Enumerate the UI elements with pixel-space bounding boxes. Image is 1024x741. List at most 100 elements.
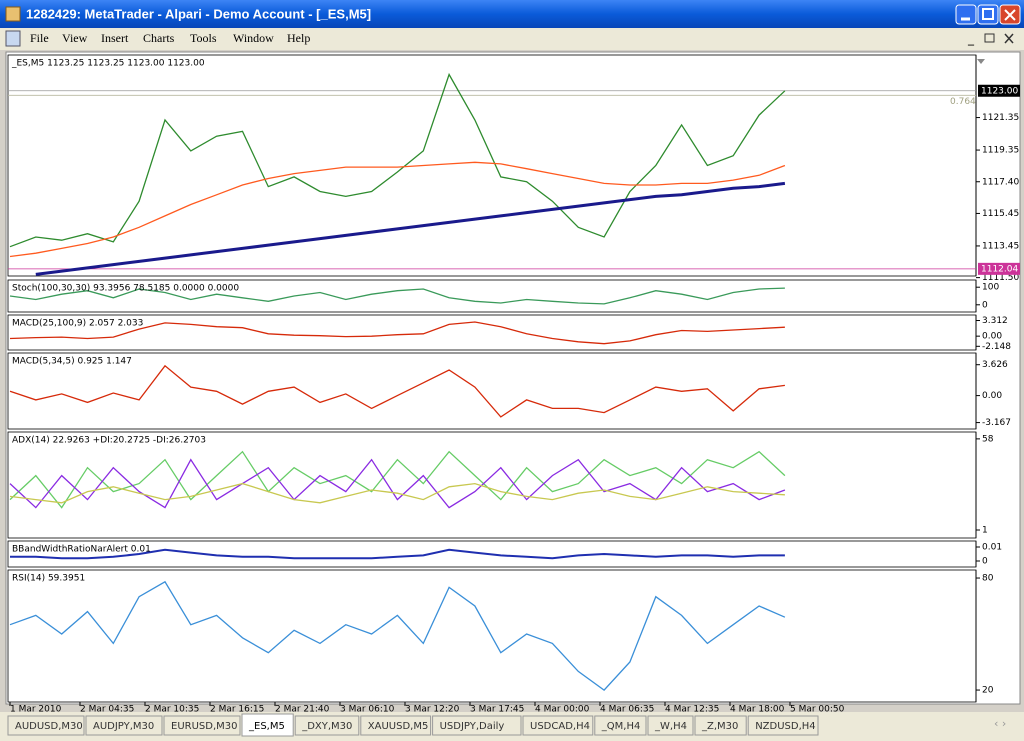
- app-icon: [5, 6, 21, 22]
- menu-item[interactable]: Help: [287, 31, 310, 45]
- menu-item[interactable]: Window: [233, 31, 274, 45]
- panel-label: _ES,M5 1123.25 1123.25 1123.00 1123.00: [11, 59, 205, 69]
- tab-label: USDCAD,H4: [530, 721, 590, 732]
- panel-label: RSI(14) 59.3951: [12, 574, 85, 584]
- panel-label: BBandWidthRatioNarAlert 0.01: [12, 545, 151, 555]
- tab-label: _ES,M5: [248, 721, 285, 732]
- y-tick-label: 1117.40: [982, 177, 1019, 187]
- series-line: [9, 72, 786, 248]
- tab-label: USDJPY,Daily: [440, 721, 505, 732]
- y-tick-label: 1113.45: [982, 241, 1019, 251]
- x-tick-label: 3 Mar 06:10: [340, 705, 395, 715]
- mdi-buttons: _: [967, 32, 1014, 46]
- y-tick-label: 3.626: [982, 360, 1008, 370]
- level-line-box: [978, 262, 1020, 275]
- x-tick-label: 2 Mar 10:35: [145, 705, 199, 715]
- y-tick-label: 0.01: [982, 543, 1002, 553]
- y-tick-label: 100: [982, 283, 999, 293]
- chart-area: [5, 51, 1021, 705]
- shift-marker: [977, 59, 985, 64]
- tab[interactable]: [647, 715, 694, 736]
- tab-label: _W,H4: [654, 721, 687, 732]
- price-line-box: [978, 84, 1020, 97]
- series-line: [10, 548, 785, 560]
- tab-label: _QM,H4: [601, 721, 641, 732]
- y-tick-label: 3.312: [982, 316, 1008, 326]
- tab[interactable]: [360, 715, 432, 736]
- x-tick-label: 3 Mar 12:20: [405, 705, 460, 715]
- series-line: [9, 364, 785, 418]
- y-tick-label: 0.00: [982, 332, 1002, 342]
- x-tick-label: 2 Mar 21:40: [275, 705, 330, 715]
- menu-item[interactable]: Tools: [190, 31, 217, 45]
- series-line: [9, 321, 785, 345]
- tab[interactable]: [522, 715, 594, 736]
- tab-label: AUDJPY,M30: [93, 721, 154, 732]
- y-tick-label: 80: [982, 574, 994, 584]
- menu-item[interactable]: File: [30, 31, 49, 45]
- menu-bar: [0, 28, 1024, 50]
- chart-icon: [5, 30, 21, 47]
- tab[interactable]: [294, 715, 360, 736]
- window-title: 1282429: MetaTrader - Alpari - Demo Acco…: [26, 6, 371, 21]
- level-line-label: 1112.04: [981, 264, 1018, 274]
- y-tick-label: 0: [982, 300, 988, 310]
- y-tick-label: 20: [982, 686, 994, 696]
- y-tick-label: 1119.35: [982, 146, 1019, 156]
- y-tick-label: 0: [982, 556, 988, 566]
- y-tick-label: 1: [982, 526, 988, 536]
- tab[interactable]: [85, 715, 163, 736]
- series-line: [9, 287, 785, 305]
- mdi-minimize[interactable]: _: [967, 32, 975, 46]
- series-line: [9, 580, 786, 691]
- maximize-glyph: [982, 8, 994, 20]
- tab-label: EURUSD,M30: [171, 721, 237, 732]
- x-tick-label: 3 Mar 17:45: [470, 705, 524, 715]
- tab-label: NZDUSD,H4: [755, 721, 815, 732]
- minimize-button[interactable]: [955, 4, 977, 25]
- tab-label: XAUUSD,M5: [368, 721, 429, 732]
- x-tick-label: 2 Mar 04:35: [80, 705, 134, 715]
- tab[interactable]: [432, 715, 522, 736]
- y-tick-label: -3.167: [982, 418, 1011, 428]
- y-tick-label: 1111.50: [982, 273, 1019, 283]
- tab-label: _DXY,M30: [301, 721, 352, 732]
- y-tick-label: 1121.35: [982, 113, 1019, 123]
- x-tick-label: 4 Mar 12:35: [665, 705, 719, 715]
- mdi-close[interactable]: [1004, 33, 1014, 44]
- tab-label: AUDUSD,M30: [15, 721, 83, 732]
- window-buttons[interactable]: [955, 4, 1021, 25]
- menu-item[interactable]: Insert: [101, 31, 129, 45]
- y-tick-label: 58: [982, 434, 994, 444]
- panel-label: MACD(25,100,9) 2.057 2.033: [12, 319, 143, 329]
- series-line: [9, 482, 785, 504]
- x-tick-label: 1 Mar 2010: [10, 705, 62, 715]
- menu-item[interactable]: Charts: [143, 31, 175, 45]
- title-bar: [0, 0, 1024, 28]
- y-tick-label: -2.148: [982, 342, 1011, 352]
- tab[interactable]: [694, 715, 747, 736]
- tab-scroll[interactable]: ‹ ›: [994, 717, 1006, 730]
- series-line: [9, 450, 786, 509]
- x-tick-label: 4 Mar 00:00: [535, 705, 590, 715]
- maximize-button[interactable]: [977, 4, 999, 25]
- x-tick-label: 4 Mar 18:00: [730, 705, 785, 715]
- y-tick-label: 1115.45: [982, 209, 1019, 219]
- x-tick-label: 5 Mar 00:50: [790, 705, 845, 715]
- menu-item[interactable]: View: [62, 31, 88, 45]
- panel-label: Stoch(100,30,30) 93.3956 78.5185 0.0000 …: [12, 284, 239, 294]
- tab[interactable]: [163, 715, 241, 736]
- x-tick-label: 4 Mar 06:35: [600, 705, 654, 715]
- y-tick-label: 0.00: [982, 391, 1002, 401]
- series-line: [35, 181, 786, 276]
- series-line: [9, 161, 786, 258]
- tab[interactable]: [241, 713, 294, 737]
- panel-label: ADX(14) 22.9263 +DI:20.2725 -DI:26.2703: [12, 436, 206, 446]
- tab[interactable]: [7, 715, 85, 736]
- mdi-restore[interactable]: [984, 33, 995, 43]
- fib-line-label: 0.764: [950, 97, 976, 107]
- tab-label: _Z,M30: [701, 721, 738, 732]
- tab[interactable]: [594, 715, 647, 736]
- tab[interactable]: [747, 715, 819, 736]
